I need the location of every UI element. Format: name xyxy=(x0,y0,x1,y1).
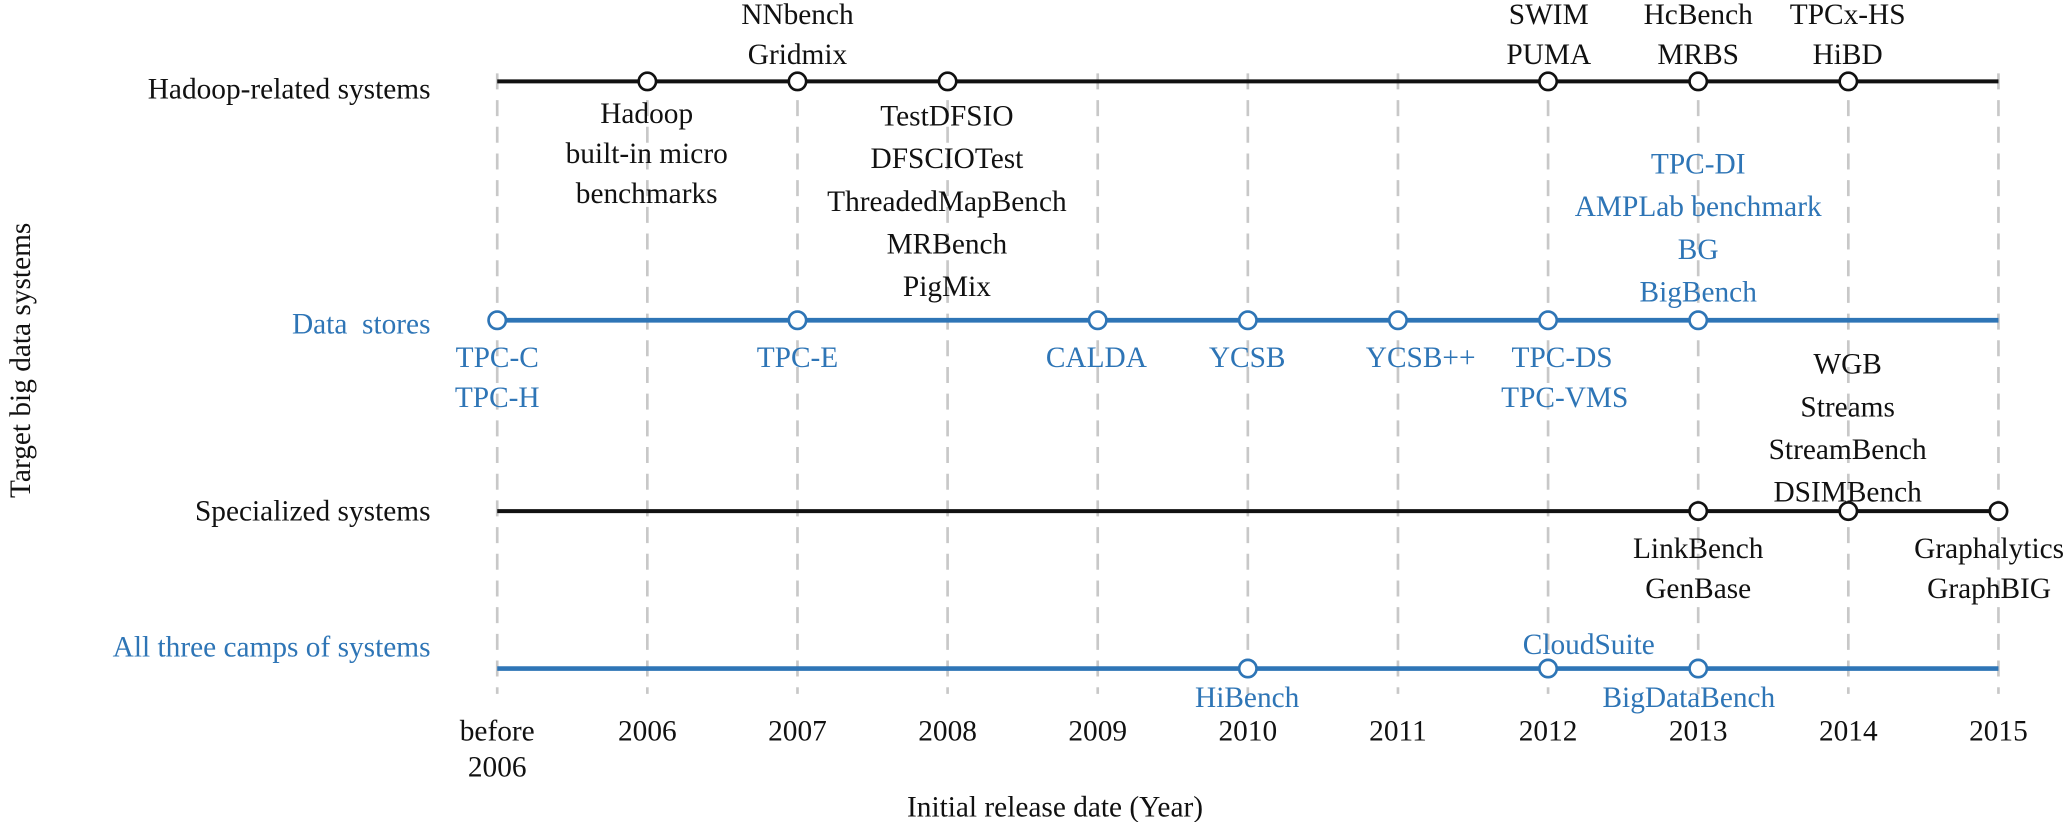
event-marker-icon xyxy=(1688,310,1709,331)
x-tick-label: 2015 xyxy=(1969,716,2028,748)
event-label: LinkBench xyxy=(1633,533,1764,565)
x-tick-label: 2009 xyxy=(1068,716,1127,748)
event-label: MRBench xyxy=(887,229,1008,261)
event-marker-icon xyxy=(1237,658,1258,679)
event-label: TPC-C xyxy=(456,342,539,374)
event-marker-icon xyxy=(1688,71,1709,92)
event-label: GraphBIG xyxy=(1927,573,2051,605)
event-marker-icon xyxy=(637,71,658,92)
event-label: WGB xyxy=(1813,349,1881,381)
event-label: HcBench xyxy=(1644,0,1754,31)
event-label: Streams xyxy=(1800,391,1895,423)
event-marker-icon xyxy=(1838,71,1859,92)
event-marker-icon xyxy=(787,310,808,331)
event-label: YCSB xyxy=(1209,342,1286,374)
event-label: Hadoop xyxy=(600,98,693,130)
y-axis-label: Target big data systems xyxy=(5,223,37,498)
x-tick-label: before xyxy=(460,716,535,748)
event-marker-icon xyxy=(1387,310,1408,331)
event-label: TPC-DS xyxy=(1512,342,1613,374)
x-tick-label: 2014 xyxy=(1819,716,1878,748)
x-axis-label: Initial release date (Year) xyxy=(907,792,1203,822)
event-label: AMPLab benchmark xyxy=(1575,191,1822,223)
hadoop-events: Hadoop built-in micro benchmarks NNbench… xyxy=(566,0,1906,303)
event-label: Graphalytics xyxy=(1914,533,2064,565)
event-label: TestDFSIO xyxy=(880,100,1013,132)
row-label-hadoop: Hadoop-related systems xyxy=(148,74,431,106)
event-label: GenBase xyxy=(1645,573,1751,605)
event-label: benchmarks xyxy=(576,178,718,210)
year-gridlines xyxy=(495,73,2000,694)
event-label: NNbench xyxy=(741,0,854,31)
event-label: HiBD xyxy=(1813,39,1883,71)
x-tick-label: 2008 xyxy=(918,716,977,748)
all-camps-events: HiBench CloudSuite BigDataBench xyxy=(1195,629,1776,714)
event-marker-icon xyxy=(1087,310,1108,331)
specialized-events: LinkBench GenBase WGB Streams StreamBenc… xyxy=(1633,349,2064,605)
event-label: BigDataBench xyxy=(1602,682,1775,714)
event-marker-icon xyxy=(1688,501,1709,522)
event-label: Gridmix xyxy=(748,39,848,71)
event-label: TPC-E xyxy=(757,342,839,374)
event-label: built-in micro xyxy=(566,138,728,170)
event-label: TPCx-HS xyxy=(1790,0,1906,31)
event-label: TPC-VMS xyxy=(1501,382,1628,414)
x-tick-label: 2006 xyxy=(468,752,527,784)
x-axis-ticks: before 2006 2006 2007 2008 2009 2010 2011 2012 20… xyxy=(460,716,2028,784)
event-label: YCSB++ xyxy=(1366,342,1476,374)
event-marker-icon xyxy=(1538,658,1559,679)
x-tick-label: 2006 xyxy=(618,716,677,748)
event-marker-icon xyxy=(487,310,508,331)
event-label: PigMix xyxy=(903,271,991,303)
event-marker-icon xyxy=(1688,658,1709,679)
x-tick-label: 2011 xyxy=(1369,716,1427,748)
event-label: HiBench xyxy=(1195,682,1300,714)
event-label: MRBS xyxy=(1657,39,1739,71)
x-tick-label: 2007 xyxy=(768,716,827,748)
event-label: TPC-H xyxy=(455,382,540,414)
x-tick-label: 2010 xyxy=(1218,716,1277,748)
event-label: BG xyxy=(1678,234,1719,266)
event-marker-icon xyxy=(1538,71,1559,92)
event-label: DSIMBench xyxy=(1773,477,1922,509)
x-tick-label: 2012 xyxy=(1519,716,1578,748)
row-label-specialized: Specialized systems xyxy=(195,495,431,527)
event-marker-icon xyxy=(1988,501,2009,522)
event-marker-icon xyxy=(1237,310,1258,331)
event-label: CloudSuite xyxy=(1523,629,1655,661)
x-tick-label: 2013 xyxy=(1669,716,1728,748)
row-label-datastores: Data stores xyxy=(292,309,431,341)
event-label: BigBench xyxy=(1640,277,1758,309)
event-marker-icon xyxy=(1838,501,1859,522)
event-label: ThreadedMapBench xyxy=(827,186,1067,218)
event-label: SWIM xyxy=(1509,0,1589,31)
event-label: StreamBench xyxy=(1769,434,1927,466)
event-marker-icon xyxy=(787,71,808,92)
event-label: TPC-DI xyxy=(1651,148,1746,180)
event-label: DFSCIOTest xyxy=(871,143,1024,175)
event-label: PUMA xyxy=(1506,39,1591,71)
row-label-all-camps: All three camps of systems xyxy=(113,632,431,664)
event-markers xyxy=(487,71,2009,679)
datastores-events: TPC-C TPC-H TPC-E CALDA YCSB YCSB++ TPC-… xyxy=(455,148,1822,414)
event-label: CALDA xyxy=(1046,342,1147,374)
event-marker-icon xyxy=(1538,310,1559,331)
event-marker-icon xyxy=(937,71,958,92)
